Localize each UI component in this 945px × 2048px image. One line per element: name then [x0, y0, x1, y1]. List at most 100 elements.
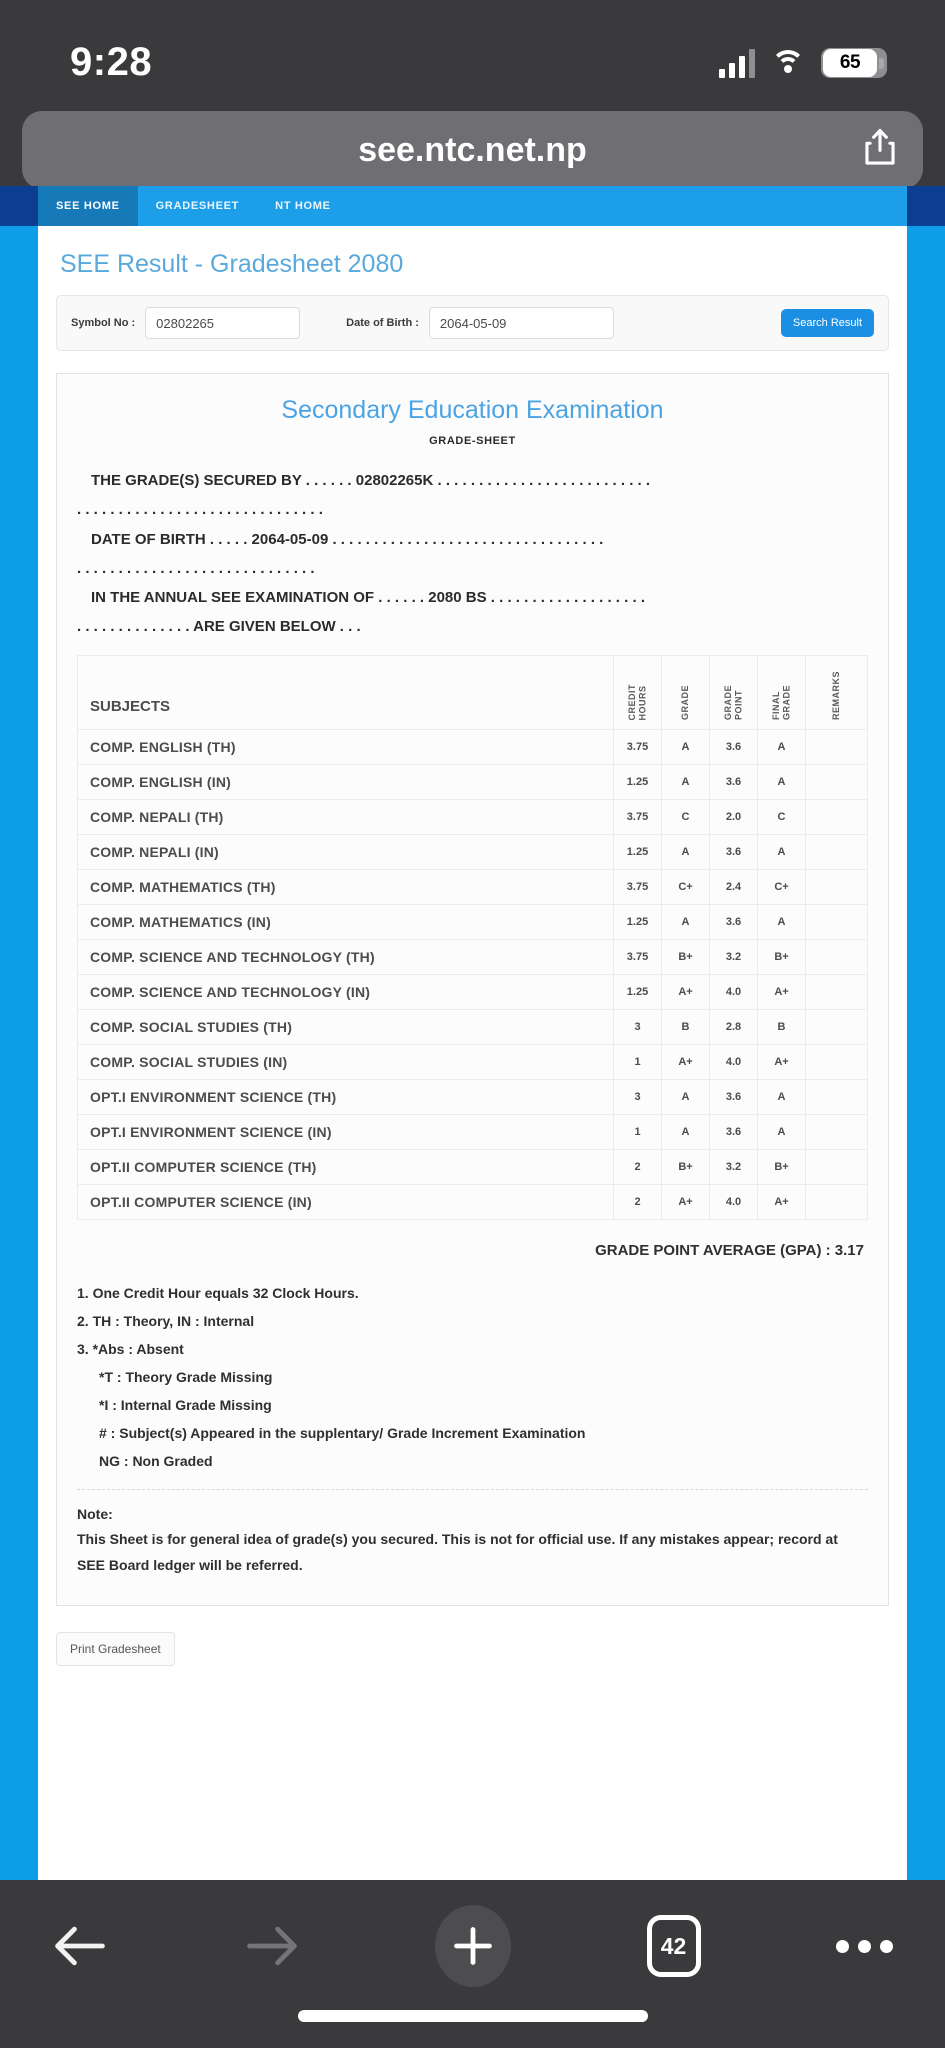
cell-grade: A [661, 903, 710, 940]
page-title: SEE Result - Gradesheet 2080 [60, 250, 404, 278]
table-row: COMP. SCIENCE AND TECHNOLOGY (TH) 3.75 B+ 3… [77, 938, 868, 975]
table-row: COMP. NEPALI (IN) 1.25 A 3.6 A [77, 833, 868, 870]
cell-remarks [805, 763, 868, 800]
status-bar-clock: 9:28 [70, 40, 153, 84]
cell-credit-hours: 3.75 [613, 798, 662, 835]
disclaimer-note-label: Note: [77, 1505, 113, 1522]
cell-credit-hours: 3.75 [613, 728, 662, 765]
cell-grade-point: 3.2 [709, 938, 758, 975]
cell-grade: A+ [661, 1183, 710, 1220]
web-content-viewport: SEE HOME GRADESHEET NT HOME SEE Result -… [0, 186, 945, 1880]
table-row: COMP. ENGLISH (TH) 3.75 A 3.6 A [77, 728, 868, 765]
cell-subject: OPT.I ENVIRONMENT SCIENCE (IN) [77, 1113, 614, 1150]
forward-arrow-icon[interactable] [244, 1923, 300, 1969]
cell-subject: OPT.II COMPUTER SCIENCE (TH) [77, 1148, 614, 1185]
cell-credit-hours: 1.25 [613, 973, 662, 1010]
date-of-birth-input[interactable]: 2064-05-09 [428, 307, 614, 339]
statement-grades-secured-by-cont: . . . . . . . . . . . . . . . . . . . . … [77, 501, 323, 519]
statement-date-of-birth: DATE OF BIRTH . . . . . 2064-05-09 . . .… [91, 530, 604, 548]
table-row: COMP. SOCIAL STUDIES (IN) 1 A+ 4.0 A+ [77, 1043, 868, 1080]
grades-table-header-row: SUBJECTS CREDIT HOURS GRADE GRADE POINT [77, 654, 868, 730]
cell-remarks [805, 1148, 868, 1185]
more-options-icon[interactable] [836, 1939, 893, 1953]
table-row: COMP. SOCIAL STUDIES (TH) 3 B 2.8 B [77, 1008, 868, 1045]
cell-grade: A [661, 833, 710, 870]
cell-grade-point: 2.4 [709, 868, 758, 905]
nav-item-see-home[interactable]: SEE HOME [38, 186, 138, 226]
home-indicator [297, 2010, 648, 2022]
print-gradesheet-button[interactable]: Print Gradesheet [56, 1632, 175, 1667]
cell-remarks [805, 798, 868, 835]
cell-final-grade: B+ [757, 1148, 806, 1185]
cell-subject: COMP. ENGLISH (TH) [77, 728, 614, 765]
cell-credit-hours: 3 [613, 1008, 662, 1045]
statement-examination-year: IN THE ANNUAL SEE EXAMINATION OF . . . .… [91, 589, 645, 606]
cell-subject: COMP. NEPALI (IN) [77, 833, 614, 870]
cell-grade-point: 4.0 [709, 973, 758, 1010]
cell-grade: A [661, 1113, 710, 1150]
site-navigation-bar: SEE HOME GRADESHEET NT HOME [0, 186, 945, 226]
cell-final-grade: A+ [757, 1043, 806, 1080]
share-icon[interactable] [863, 128, 897, 173]
cell-credit-hours: 1.25 [613, 903, 662, 940]
cell-grade: A+ [661, 973, 710, 1010]
address-bar[interactable]: see.ntc.net.np [22, 111, 923, 189]
symbol-no-input[interactable]: 02802265 [145, 307, 301, 339]
search-result-button[interactable]: Search Result [780, 309, 874, 337]
table-row: COMP. MATHEMATICS (TH) 3.75 C+ 2.4 C+ [77, 868, 868, 905]
new-tab-button[interactable] [435, 1905, 511, 1987]
cell-remarks [805, 938, 868, 975]
cell-grade-point: 3.2 [709, 1148, 758, 1185]
back-arrow-icon[interactable] [52, 1923, 108, 1969]
cell-subject: COMP. MATHEMATICS (IN) [77, 903, 614, 940]
cell-remarks [805, 973, 868, 1010]
cell-final-grade: A [757, 1078, 806, 1115]
cell-grade: C+ [661, 868, 710, 905]
cell-final-grade: C [757, 798, 806, 835]
cell-grade-point: 4.0 [709, 1183, 758, 1220]
cell-credit-hours: 1 [613, 1043, 662, 1080]
column-header-remarks-label: REMARKS [831, 671, 842, 721]
cell-credit-hours: 2 [613, 1183, 662, 1220]
cell-grade-point: 3.6 [709, 1113, 758, 1150]
nav-item-nt-home[interactable]: NT HOME [275, 200, 331, 212]
tab-switcher-button[interactable]: 42 [646, 1915, 701, 1977]
table-row: COMP. SCIENCE AND TECHNOLOGY (IN) 1.25 A+ 4… [77, 973, 868, 1010]
cell-remarks [805, 833, 868, 870]
cell-remarks [805, 868, 868, 905]
cell-final-grade: A [757, 763, 806, 800]
cell-grade-point: 4.0 [709, 1043, 758, 1080]
cell-grade-point: 3.6 [709, 833, 758, 870]
statement-date-of-birth-cont: . . . . . . . . . . . . . . . . . . . . … [77, 559, 315, 577]
cell-remarks [805, 1183, 868, 1220]
battery-icon: 65 [821, 47, 887, 78]
cell-credit-hours: 3.75 [613, 938, 662, 975]
cell-final-grade: A+ [757, 1183, 806, 1220]
cell-credit-hours: 3 [613, 1078, 662, 1115]
wifi-icon [771, 49, 805, 76]
cell-final-grade: C+ [757, 868, 806, 905]
table-row: OPT.I ENVIRONMENT SCIENCE (IN) 1 A 3.6 A [77, 1113, 868, 1150]
cell-final-grade: A [757, 728, 806, 765]
column-header-remarks: REMARKS [805, 654, 868, 730]
cell-subject: COMP. ENGLISH (IN) [77, 763, 614, 800]
grades-table: SUBJECTS CREDIT HOURS GRADE GRADE POINT [77, 654, 868, 1220]
nav-item-gradesheet[interactable]: GRADESHEET [155, 200, 240, 212]
cell-subject: OPT.II COMPUTER SCIENCE (IN) [77, 1183, 614, 1220]
cell-remarks [805, 1043, 868, 1080]
column-header-final-grade: FINAL GRADE [757, 654, 806, 730]
cell-remarks [805, 728, 868, 765]
symbol-no-label: Symbol No : [71, 317, 136, 329]
column-header-final-grade-label: FINAL GRADE [771, 685, 792, 721]
cell-subject: COMP. SCIENCE AND TECHNOLOGY (TH) [77, 938, 614, 975]
table-row: COMP. MATHEMATICS (IN) 1.25 A 3.6 A [77, 903, 868, 940]
cell-subject: COMP. SOCIAL STUDIES (IN) [77, 1043, 614, 1080]
legend-note-line: *I : Internal Grade Missing [99, 1396, 272, 1413]
cell-final-grade: A+ [757, 973, 806, 1010]
cell-final-grade: A [757, 1113, 806, 1150]
cell-grade-point: 3.6 [709, 728, 758, 765]
legend-note-line: # : Subject(s) Appeared in the supplenta… [99, 1424, 586, 1441]
column-header-credit-hours: CREDIT HOURS [613, 654, 662, 730]
page-body: SEE Result - Gradesheet 2080 Symbol No :… [38, 226, 907, 1880]
